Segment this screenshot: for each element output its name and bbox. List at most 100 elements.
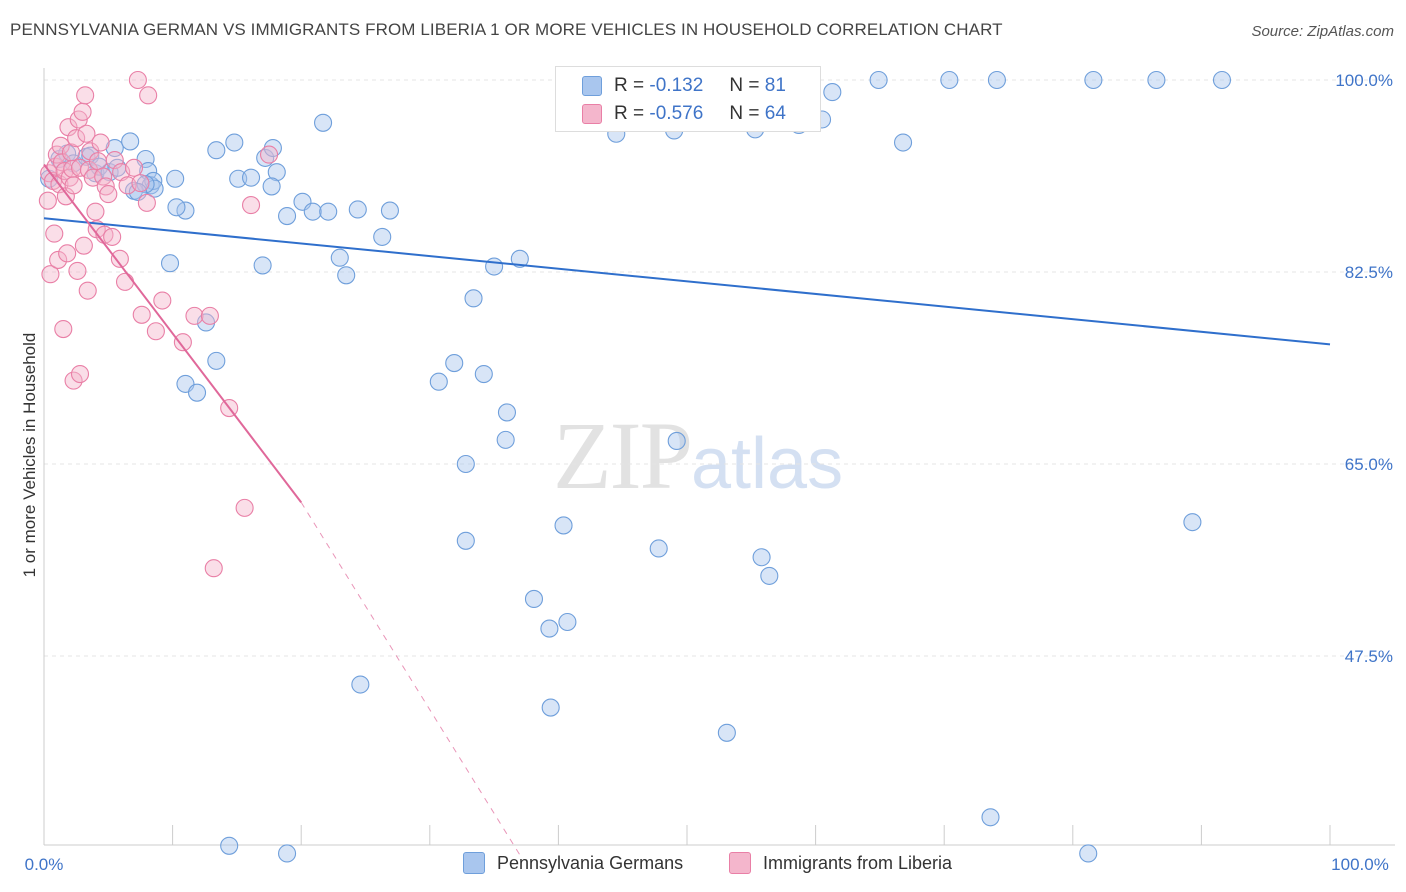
liberia-trendline (43, 163, 302, 504)
pennsylvania-german-point (497, 403, 517, 422)
liberia-point (86, 202, 105, 221)
pennsylvania-german-point (225, 133, 244, 152)
pennsylvania-german-point (1147, 70, 1166, 90)
pennsylvania-german-point (540, 619, 559, 638)
pennsylvania-german-point (510, 249, 529, 268)
pennsylvania-german-point (752, 548, 771, 567)
y-tick-label: 65.0% (1345, 455, 1393, 474)
y-tick-label: 100.0% (1335, 71, 1393, 90)
pennsylvania-german-point (667, 431, 686, 451)
liberia-point (115, 272, 135, 291)
pennsylvania-german-point (554, 516, 573, 535)
pennsylvania-german-point (303, 202, 322, 221)
liberia-point (103, 227, 122, 246)
pennsylvania-german-point (760, 566, 779, 585)
liberia-point (73, 102, 92, 121)
n-label: N = (729, 103, 760, 124)
n-value: 81 (764, 75, 786, 96)
pennsylvania-german-point (380, 201, 399, 220)
legend-item-pennsylvania-germans: Pennsylvania Germans (463, 852, 683, 874)
pennsylvania-german-point (90, 157, 109, 176)
liberia-point (132, 305, 151, 324)
liberia-point (68, 261, 87, 280)
pennsylvania-german-point (445, 354, 464, 373)
legend-label: Pennsylvania Germans (497, 852, 684, 873)
r-value: -0.576 (649, 103, 704, 124)
legend-label: Immigrants from Liberia (763, 852, 953, 873)
liberia-point (49, 250, 68, 269)
liberia-point (70, 364, 90, 384)
liberia-point (185, 306, 204, 325)
liberia-point (64, 371, 83, 390)
n-label: N = (729, 75, 760, 96)
liberia-point (139, 86, 158, 105)
zipatlas-watermark: ZIPatlas (553, 402, 844, 509)
liberia-point (153, 291, 172, 310)
liberia-point (241, 196, 261, 215)
pennsylvania-german-point (278, 844, 297, 863)
blue-swatch-icon (582, 76, 602, 96)
legend-item-immigrants-from-liberia: Immigrants from Liberia (729, 852, 952, 874)
stats-legend-row-pink: R = -0.576 N = 64 (582, 101, 786, 127)
liberia-point (146, 322, 165, 341)
liberia-point (259, 145, 279, 164)
pennsylvania-german-point (220, 836, 239, 855)
pennsylvania-german-point (253, 256, 272, 275)
chart-source: Source: ZipAtlas.com (1251, 23, 1394, 40)
pennsylvania-german-point (351, 675, 370, 694)
liberia-point (38, 191, 57, 210)
pennsylvania-german-point (485, 257, 504, 276)
pennsylvania-german-point (314, 113, 333, 132)
r-value: -0.132 (649, 75, 704, 96)
stats-legend-row-blue: R = -0.132 N = 81 (582, 73, 786, 99)
pennsylvania-german-point (893, 133, 913, 152)
liberia-point (110, 249, 129, 268)
pennsylvania-german-point (1084, 70, 1103, 90)
pennsylvania-german-point (229, 169, 248, 188)
liberia-point (58, 244, 77, 263)
pennsylvania-german-point (207, 141, 226, 160)
liberia-point (204, 559, 223, 578)
stats-legend: R = -0.132 N = 81 R = -0.576 N = 64 (555, 66, 821, 132)
liberia-point (45, 224, 64, 243)
pennsylvania-german-point (267, 163, 286, 182)
liberia-point (173, 333, 192, 352)
pennsylvania-german-trendline (43, 217, 1331, 346)
pennsylvania-german-point (496, 430, 515, 449)
pennsylvania-german-point (649, 539, 668, 558)
pennsylvania-german-point (940, 70, 959, 90)
liberia-point (74, 236, 93, 255)
liberia-point (78, 281, 97, 300)
x-tick-label: 0.0% (25, 855, 64, 874)
pennsylvania-german-point (160, 254, 180, 273)
pennsylvania-german-point (1079, 844, 1098, 863)
pennsylvania-german-point (121, 132, 140, 151)
pennsylvania-german-point (241, 168, 261, 187)
pennsylvania-german-point (319, 202, 338, 221)
pink-swatch-icon (582, 104, 602, 124)
liberia-point (67, 129, 86, 148)
pennsylvania-german-point (987, 70, 1006, 90)
pennsylvania-german-point (1212, 70, 1232, 90)
pennsylvania-german-point (823, 83, 842, 102)
pennsylvania-german-point (337, 266, 356, 285)
liberia-point (99, 185, 118, 204)
pennsylvania-german-point (981, 808, 1000, 827)
pennsylvania-german-point (456, 531, 475, 550)
pennsylvania-german-point (278, 206, 297, 226)
pennsylvania-german-point (348, 200, 367, 219)
liberia-point (88, 152, 108, 171)
liberia-point (128, 70, 147, 90)
pennsylvania-german-point (541, 698, 560, 717)
r-label: R = (614, 103, 645, 124)
pennsylvania-german-point (262, 177, 281, 196)
liberia-point (235, 498, 254, 517)
chart-title: PENNSYLVANIA GERMAN VS IMMIGRANTS FROM L… (10, 20, 1003, 39)
liberia-trendline-extension (300, 502, 523, 860)
liberia-point (64, 176, 83, 195)
r-label: R = (614, 75, 645, 96)
pennsylvania-german-point (474, 364, 493, 384)
n-value: 64 (764, 103, 786, 124)
pennsylvania-german-point (166, 169, 185, 188)
legend-swatch-blue-icon (463, 852, 485, 874)
